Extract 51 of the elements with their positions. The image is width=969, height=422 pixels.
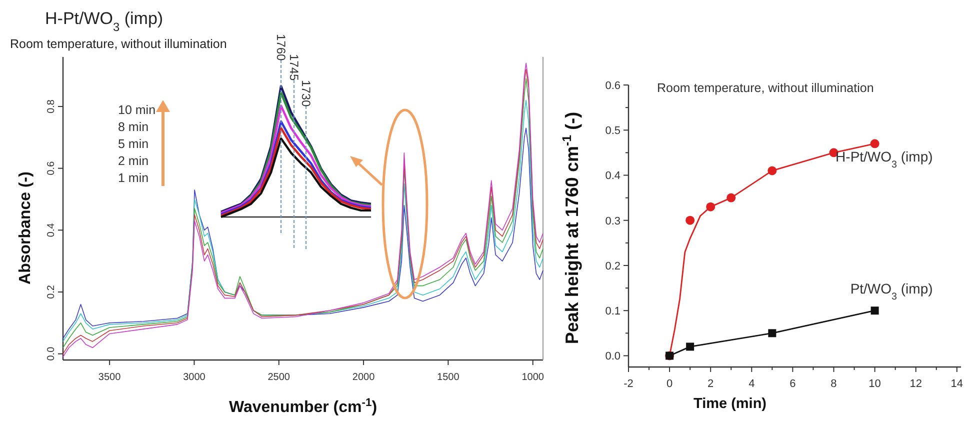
x-tick-label: 3500	[98, 372, 122, 383]
x-tick-label: 12	[910, 378, 922, 390]
annotation: 1730	[298, 80, 313, 108]
annotation: 5 min	[118, 137, 149, 151]
annotation: 1 min	[118, 171, 149, 185]
annotation: Room temperature, without illumination	[657, 81, 874, 95]
x-tick-label: -2	[624, 378, 634, 390]
y-tick-label: 0.0	[605, 350, 620, 363]
x-tick-label: 1500	[437, 372, 460, 383]
y-tick-label: 0.8	[46, 99, 57, 114]
point	[686, 342, 694, 351]
y-tick-label: 0.1	[605, 306, 620, 318]
y-tick-label: 0.5	[605, 125, 620, 138]
series-label: Pt/WO$_{3}$ (imp)	[850, 280, 933, 302]
x-axis-title: Time (min)	[693, 396, 767, 412]
point	[768, 166, 777, 176]
y-tick-label: 0.3	[605, 215, 620, 228]
point	[686, 216, 695, 225]
annotation: 1745	[286, 54, 301, 82]
chart-title: H-Pt/WO$_{3}$ (imp)	[45, 9, 164, 34]
point	[870, 306, 879, 315]
x-tick-label: 0	[666, 378, 673, 390]
x-tick-label: 4	[748, 378, 755, 390]
x-tick-label: 1000	[522, 372, 544, 383]
chart-subtitle: Room temperature, without illumination	[10, 37, 227, 51]
y-tick-label: 0.4	[605, 170, 620, 182]
point	[726, 193, 736, 202]
x-tick-label: 2500	[268, 372, 290, 383]
x-tick-label: 3000	[183, 372, 206, 383]
x-axis-title: Wavenumber (cm$^{-1}$)	[228, 397, 378, 416]
y-tick-label: 0.6	[46, 160, 57, 176]
annotation: 2 min	[118, 154, 149, 168]
x-tick-label: 2000	[352, 372, 376, 383]
y-tick-label: 0.2	[46, 284, 57, 299]
annotation: 8 min	[118, 120, 149, 134]
x-tick-label: 2	[708, 378, 714, 390]
y-tick-label: 0.2	[605, 260, 620, 272]
annotation: 1760	[274, 34, 288, 62]
y-tick-label: 0.4	[46, 222, 57, 238]
x-tick-label: 10	[868, 378, 881, 390]
point	[768, 329, 776, 338]
point	[706, 202, 716, 212]
series-label: H-Pt/WO$_{3}$ (imp)	[836, 148, 933, 170]
annotation: 10 min	[118, 103, 156, 117]
x-tick-label: 8	[830, 378, 837, 390]
x-tick-label: 14	[950, 378, 964, 390]
y-tick-label: 0.6	[605, 80, 620, 92]
x-tick-label: 6	[790, 378, 796, 390]
y-axis-title: Absorbance (-)	[17, 172, 34, 284]
point	[870, 139, 880, 148]
y-tick-label: 0.0	[46, 346, 57, 361]
